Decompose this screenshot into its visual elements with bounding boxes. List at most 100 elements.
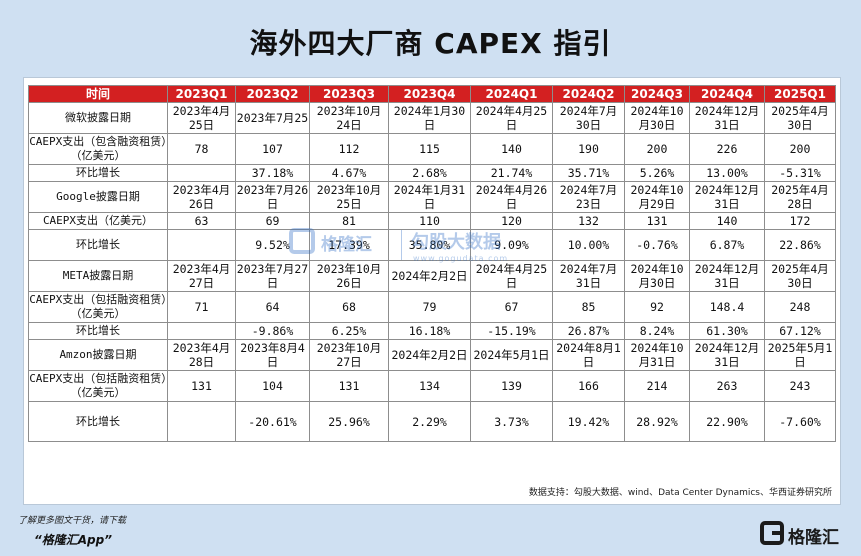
data-cell: 79 — [388, 291, 471, 323]
header-cell-quarter: 2023Q1 — [167, 85, 236, 103]
data-cell: 2024年10月30日 — [624, 260, 690, 292]
data-cell: 104 — [235, 370, 310, 402]
row-label-cell: 环比增长 — [28, 322, 168, 340]
data-cell: 3.73% — [470, 401, 553, 442]
data-cell: 67 — [470, 291, 553, 323]
data-cell: 139 — [470, 370, 553, 402]
data-cell: 9.52% — [235, 229, 310, 261]
data-cell: 2023年4月25日 — [167, 102, 236, 134]
table-row: 微软披露日期 2023年4月25日 2023年7月25 2023年10月24日 2024… — [28, 102, 836, 134]
row-label-cell: 微软披露日期 — [28, 102, 168, 134]
table-row: CAEPX支出（亿美元） 63 69 81 110 120 132 131 140 172 — [28, 212, 836, 230]
header-cell-quarter: 2025Q1 — [764, 85, 836, 103]
data-cell: -15.19% — [470, 322, 553, 340]
data-cell: -5.31% — [764, 164, 836, 182]
data-cell: 2024年1月30日 — [388, 102, 471, 134]
data-cell: 26.87% — [552, 322, 625, 340]
data-cell: 2023年4月27日 — [167, 260, 236, 292]
data-cell: 172 — [764, 212, 836, 230]
data-cell: 2023年4月26日 — [167, 181, 236, 213]
data-cell: -9.86% — [235, 322, 310, 340]
data-cell: 2025年4月28日 — [764, 181, 836, 213]
data-cell: 92 — [624, 291, 690, 323]
data-cell: 166 — [552, 370, 625, 402]
data-cell: 19.42% — [552, 401, 625, 442]
header-cell-quarter: 2023Q2 — [235, 85, 310, 103]
data-cell: 71 — [167, 291, 236, 323]
data-cell: 2023年8月4日 — [235, 339, 310, 371]
data-cell: 200 — [764, 133, 836, 165]
data-cell: 2025年4月30日 — [764, 260, 836, 292]
data-cell: 2024年10月31日 — [624, 339, 690, 371]
data-cell: 131 — [624, 212, 690, 230]
data-cell: 2024年4月25日 — [470, 102, 553, 134]
data-cell — [167, 322, 236, 340]
data-cell: 140 — [470, 133, 553, 165]
data-cell: 2.68% — [388, 164, 471, 182]
table-row: 环比增长 -20.61% 25.96% 2.29% 3.73% 19.42% 28.92% 2… — [28, 401, 836, 442]
data-cell: 200 — [624, 133, 690, 165]
data-cell: 85 — [552, 291, 625, 323]
data-cell: 190 — [552, 133, 625, 165]
data-cell: 112 — [309, 133, 389, 165]
brand-logo-text: 格隆汇 — [788, 528, 839, 548]
data-cell: 2023年7月27日 — [235, 260, 310, 292]
data-cell: 2023年10月24日 — [309, 102, 389, 134]
data-cell: 2025年4月30日 — [764, 102, 836, 134]
data-cell: 2023年10月26日 — [309, 260, 389, 292]
data-cell: 2024年8月1日 — [552, 339, 625, 371]
data-cell: 4.67% — [309, 164, 389, 182]
data-cell: 6.25% — [309, 322, 389, 340]
header-cell-time: 时间 — [28, 85, 168, 103]
row-label-cell: Google披露日期 — [28, 181, 168, 213]
header-cell-quarter: 2023Q3 — [309, 85, 389, 103]
data-cell: 9.09% — [470, 229, 553, 261]
data-cell: 6.87% — [689, 229, 765, 261]
row-label-cell: 环比增长 — [28, 164, 168, 182]
page-title: 海外四大厂商 CAPEX 指引 — [249, 27, 612, 60]
row-label-cell: 环比增长 — [28, 229, 168, 261]
data-cell: 10.00% — [552, 229, 625, 261]
table-header-row: 时间 2023Q1 2023Q2 2023Q3 2023Q4 2024Q1 2024Q2 20… — [28, 85, 836, 103]
data-cell: 2024年12月31日 — [689, 339, 765, 371]
data-cell: 134 — [388, 370, 471, 402]
table-panel: 时间 2023Q1 2023Q2 2023Q3 2023Q4 2024Q1 2024Q2 20… — [23, 77, 841, 505]
header-cell-quarter: 2024Q4 — [689, 85, 765, 103]
source-note: 数据支持：勾股大数据、wind、Data Center Dynamics、华西证… — [528, 488, 832, 498]
data-cell: 2024年7月30日 — [552, 102, 625, 134]
header-cell-quarter: 2024Q1 — [470, 85, 553, 103]
table-row: 环比增长 37.18% 4.67% 2.68% 21.74% 35.71% 5.26% 13.… — [28, 164, 836, 182]
data-cell: 21.74% — [470, 164, 553, 182]
data-cell: 140 — [689, 212, 765, 230]
table-row: 环比增长 -9.86% 6.25% 16.18% -15.19% 26.87% 8.24% 6… — [28, 322, 836, 340]
data-cell: 2024年5月1日 — [470, 339, 553, 371]
table-row: Google披露日期 2023年4月26日 2023年7月26日 2023年10月25… — [28, 181, 836, 213]
header-cell-quarter: 2024Q2 — [552, 85, 625, 103]
data-cell: 226 — [689, 133, 765, 165]
table-body: 微软披露日期 2023年4月25日 2023年7月25 2023年10月24日 2024… — [28, 102, 836, 442]
data-cell: 110 — [388, 212, 471, 230]
row-label-cell: CAEPX支出（亿美元） — [28, 212, 168, 230]
data-cell: 67.12% — [764, 322, 836, 340]
row-label-cell: CAEPX支出（包括融资租赁）（亿美元） — [28, 291, 168, 323]
data-cell: 2023年4月28日 — [167, 339, 236, 371]
table-row: Amzon披露日期 2023年4月28日 2023年8月4日 2023年10月27日 2… — [28, 339, 836, 371]
data-cell: 69 — [235, 212, 310, 230]
data-cell: 2024年10月29日 — [624, 181, 690, 213]
footer-app-name: “格隆汇App” — [34, 533, 112, 547]
data-cell: 28.92% — [624, 401, 690, 442]
data-cell: 131 — [167, 370, 236, 402]
data-cell: 78 — [167, 133, 236, 165]
data-cell: -7.60% — [764, 401, 836, 442]
data-cell: 2024年1月31日 — [388, 181, 471, 213]
table-row: META披露日期 2023年4月27日 2023年7月27日 2023年10月26日 2… — [28, 260, 836, 292]
brand-logo: 格隆汇 — [760, 519, 850, 549]
table-row: CAEPX支出（包括融资租赁）（亿美元） 71 64 68 79 67 85 92 148.4 2… — [28, 291, 836, 323]
data-cell: 120 — [470, 212, 553, 230]
data-cell: -20.61% — [235, 401, 310, 442]
data-cell: 148.4 — [689, 291, 765, 323]
data-cell: 5.26% — [624, 164, 690, 182]
data-cell: 16.18% — [388, 322, 471, 340]
data-cell: 2024年12月31日 — [689, 102, 765, 134]
data-cell: 68 — [309, 291, 389, 323]
